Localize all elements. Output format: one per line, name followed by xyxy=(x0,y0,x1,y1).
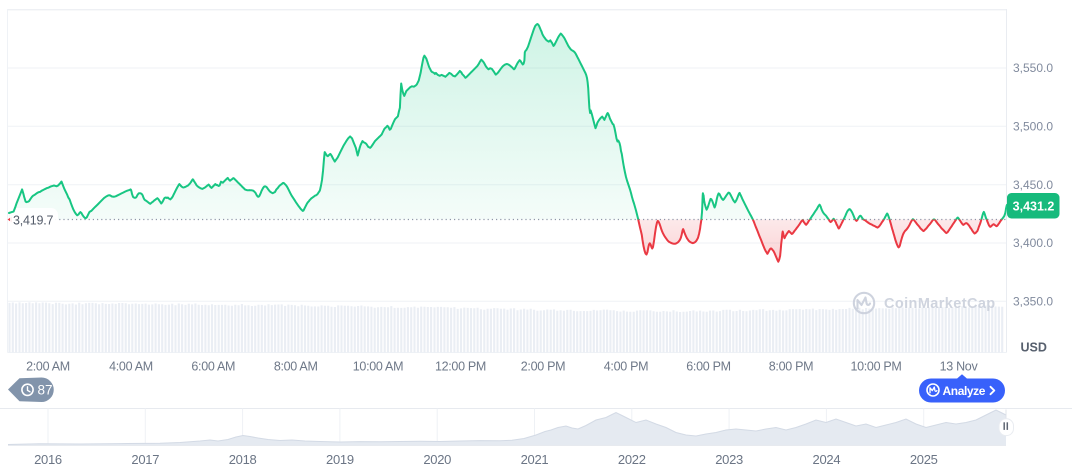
svg-text:2021: 2021 xyxy=(521,452,549,467)
svg-text:8:00 PM: 8:00 PM xyxy=(769,360,813,374)
svg-text:2020: 2020 xyxy=(423,452,451,467)
svg-text:3,450.0: 3,450.0 xyxy=(1013,178,1053,192)
svg-text:10:00 PM: 10:00 PM xyxy=(850,360,901,374)
svg-text:3,419.7: 3,419.7 xyxy=(13,213,54,227)
svg-text:Analyze: Analyze xyxy=(943,384,986,398)
svg-text:3,431.2: 3,431.2 xyxy=(1013,199,1055,213)
svg-text:3,550.0: 3,550.0 xyxy=(1013,61,1053,75)
svg-text:2:00 PM: 2:00 PM xyxy=(521,360,565,374)
svg-text:2016: 2016 xyxy=(34,452,62,467)
svg-text:3,500.0: 3,500.0 xyxy=(1013,120,1053,134)
svg-text:6:00 AM: 6:00 AM xyxy=(191,360,235,374)
svg-text:2025: 2025 xyxy=(910,452,938,467)
svg-text:2:00 AM: 2:00 AM xyxy=(26,360,70,374)
svg-text:2017: 2017 xyxy=(131,452,159,467)
svg-text:8:00 AM: 8:00 AM xyxy=(274,360,318,374)
svg-text:10:00 AM: 10:00 AM xyxy=(353,360,403,374)
svg-text:4:00 AM: 4:00 AM xyxy=(109,360,153,374)
svg-text:13 Nov: 13 Nov xyxy=(940,360,979,374)
svg-text:2019: 2019 xyxy=(326,452,354,467)
svg-text:CoinMarketCap: CoinMarketCap xyxy=(884,296,996,312)
svg-text:USD: USD xyxy=(1021,340,1047,354)
svg-text:6:00 PM: 6:00 PM xyxy=(686,360,730,374)
svg-text:2022: 2022 xyxy=(618,452,646,467)
svg-text:2018: 2018 xyxy=(229,452,257,467)
svg-text:12:00 PM: 12:00 PM xyxy=(435,360,486,374)
svg-text:87: 87 xyxy=(38,383,53,398)
svg-text:2023: 2023 xyxy=(715,452,743,467)
svg-text:2024: 2024 xyxy=(813,452,841,467)
svg-text:3,350.0: 3,350.0 xyxy=(1013,295,1053,309)
svg-text:3,400.0: 3,400.0 xyxy=(1013,236,1053,250)
svg-text:4:00 PM: 4:00 PM xyxy=(604,360,648,374)
